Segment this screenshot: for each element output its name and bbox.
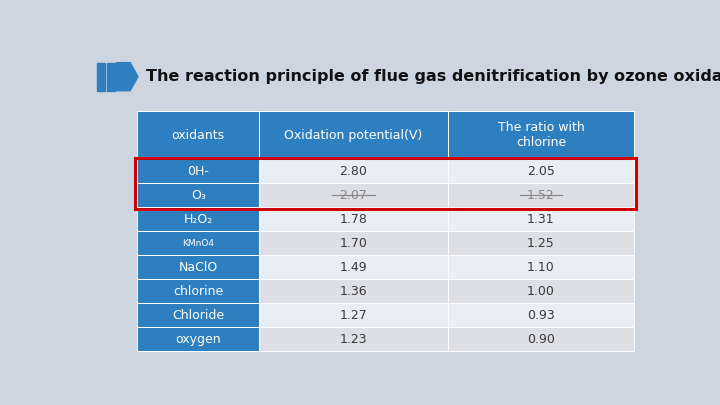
Text: 2.07: 2.07	[340, 189, 367, 202]
Text: Oxidation potential(V): Oxidation potential(V)	[284, 129, 423, 142]
FancyBboxPatch shape	[448, 111, 634, 159]
FancyBboxPatch shape	[448, 207, 634, 231]
FancyBboxPatch shape	[259, 255, 448, 279]
FancyBboxPatch shape	[259, 183, 448, 207]
Text: H₂O₂: H₂O₂	[184, 213, 213, 226]
Bar	[107, 63, 114, 91]
Text: 1.36: 1.36	[340, 285, 367, 298]
Text: Chloride: Chloride	[172, 309, 225, 322]
FancyBboxPatch shape	[138, 303, 259, 327]
FancyBboxPatch shape	[138, 111, 259, 159]
Text: oxidants: oxidants	[171, 129, 225, 142]
Text: 1.00: 1.00	[527, 285, 555, 298]
Text: 2.80: 2.80	[340, 165, 367, 178]
FancyBboxPatch shape	[448, 159, 634, 183]
Text: 1.49: 1.49	[340, 261, 367, 274]
Text: 1.27: 1.27	[340, 309, 367, 322]
FancyBboxPatch shape	[448, 231, 634, 255]
FancyBboxPatch shape	[138, 279, 259, 303]
FancyBboxPatch shape	[138, 231, 259, 255]
Text: 1.52: 1.52	[527, 189, 555, 202]
Text: 1.70: 1.70	[340, 237, 367, 250]
Text: O₃: O₃	[191, 189, 206, 202]
FancyBboxPatch shape	[448, 279, 634, 303]
FancyBboxPatch shape	[138, 159, 259, 183]
FancyBboxPatch shape	[259, 279, 448, 303]
Polygon shape	[116, 63, 138, 91]
Text: oxygen: oxygen	[176, 333, 221, 345]
Text: 0.90: 0.90	[527, 333, 555, 345]
Text: 0H-: 0H-	[187, 165, 210, 178]
FancyBboxPatch shape	[448, 183, 634, 207]
FancyBboxPatch shape	[138, 255, 259, 279]
FancyBboxPatch shape	[138, 207, 259, 231]
Text: 1.78: 1.78	[340, 213, 367, 226]
Text: 1.10: 1.10	[527, 261, 555, 274]
Text: 1.31: 1.31	[527, 213, 554, 226]
FancyBboxPatch shape	[259, 327, 448, 351]
Text: 2.05: 2.05	[527, 165, 555, 178]
Text: The ratio with
chlorine: The ratio with chlorine	[498, 121, 585, 149]
Text: 1.23: 1.23	[340, 333, 367, 345]
Text: 0.93: 0.93	[527, 309, 555, 322]
FancyBboxPatch shape	[448, 303, 634, 327]
FancyBboxPatch shape	[259, 111, 448, 159]
FancyBboxPatch shape	[448, 327, 634, 351]
FancyBboxPatch shape	[259, 159, 448, 183]
Text: NaClO: NaClO	[179, 261, 218, 274]
Text: KMnO4: KMnO4	[182, 239, 215, 248]
FancyBboxPatch shape	[448, 255, 634, 279]
Text: The reaction principle of flue gas denitrification by ozone oxidation: The reaction principle of flue gas denit…	[145, 68, 720, 83]
FancyBboxPatch shape	[138, 183, 259, 207]
Text: 1.25: 1.25	[527, 237, 555, 250]
FancyBboxPatch shape	[259, 231, 448, 255]
Bar	[96, 63, 104, 91]
FancyBboxPatch shape	[138, 327, 259, 351]
FancyBboxPatch shape	[259, 303, 448, 327]
Text: chlorine: chlorine	[173, 285, 223, 298]
FancyBboxPatch shape	[259, 207, 448, 231]
